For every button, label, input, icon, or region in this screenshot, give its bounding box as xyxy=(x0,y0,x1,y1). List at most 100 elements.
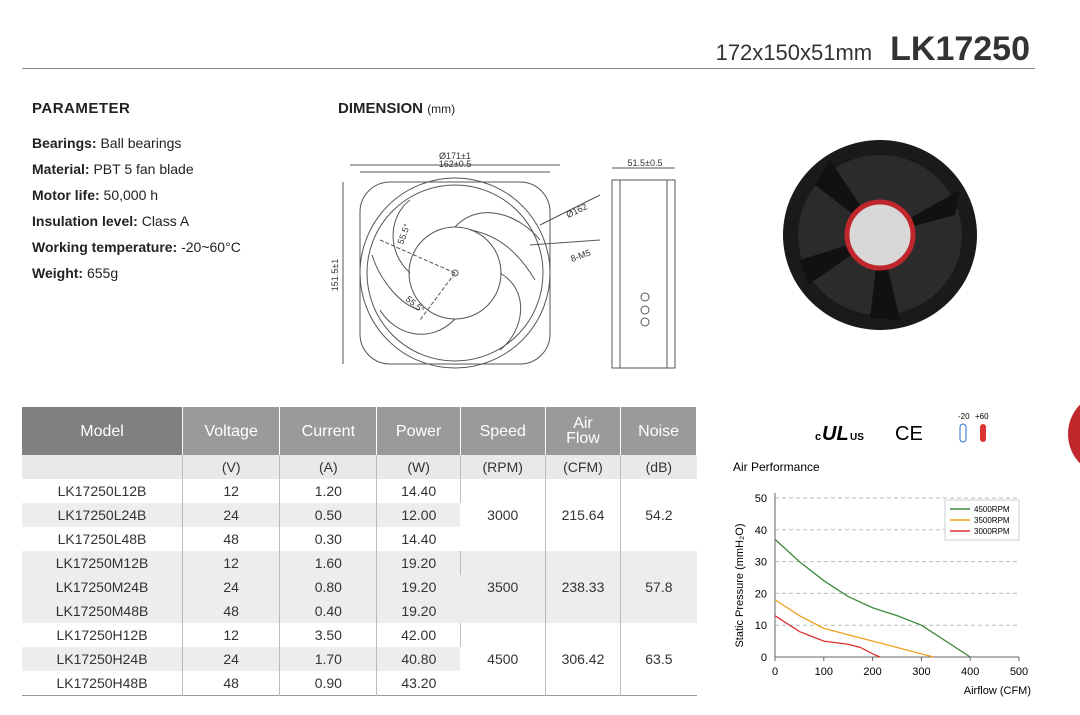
column-header: Air Flow xyxy=(545,407,622,455)
table-cell: 0.40 xyxy=(279,599,378,623)
front-view xyxy=(342,164,601,369)
header: 172x150x51mm LK17250 xyxy=(716,30,1030,69)
dimension-labels: Ø171±1 162±0.5 151.5±1 55.5° 55.5° Ø162 … xyxy=(330,151,662,315)
table-cell: 14.40 xyxy=(376,479,461,503)
table-cell: 0.80 xyxy=(279,575,378,599)
table-cell: 42.00 xyxy=(376,623,461,647)
parameter-value: Class A xyxy=(141,213,190,229)
series-line xyxy=(774,615,881,658)
data-row: LK17250M12B 12 1.60 19.20 3500 238.33 57.8 xyxy=(22,551,697,623)
group-cell: 63.5 xyxy=(645,651,673,667)
dim-label: 55.5° xyxy=(395,222,412,246)
x-tick-label: 200 xyxy=(863,666,881,678)
cert-temp-low: -20 xyxy=(958,412,970,421)
legend-label: 3500RPM xyxy=(974,516,1010,525)
table-cell: 1.20 xyxy=(279,479,378,503)
dim-label: 51.5±0.5 xyxy=(628,158,663,168)
column-header: Noise xyxy=(620,407,697,455)
cert-us: US xyxy=(850,432,864,443)
y-tick-label: 10 xyxy=(755,620,767,632)
data-row: LK17250H12B 12 3.50 42.00 4500 306.42 63.5 xyxy=(22,623,697,696)
parameter-value: -20~60°C xyxy=(181,239,241,255)
table-cell: 19.20 xyxy=(376,575,461,599)
table-cell: 43.20 xyxy=(401,675,437,691)
parameter-title: PARAMETER xyxy=(32,100,131,117)
header-row: Model Voltage Current Power Speed Air Flow Noi… xyxy=(22,407,697,455)
data-row: LK17250M48B 48 0.40 19.20 xyxy=(22,599,697,623)
column-header: Speed xyxy=(460,407,546,455)
group-cell: 238.33 xyxy=(545,551,622,623)
dim-label: 162±0.5 xyxy=(439,159,471,169)
parameter-item: Insulation level: Class A xyxy=(32,208,241,234)
parameter-list: Bearings: Ball bearings Material: PBT 5 f… xyxy=(32,130,241,286)
unit-cell: (CFM) xyxy=(545,455,622,479)
table-cell: LK17250M24B xyxy=(22,575,184,599)
table-cell: 19.20 xyxy=(376,551,461,575)
table-cell: 12.00 xyxy=(376,503,461,527)
side-view xyxy=(611,167,676,369)
dim-label: Ø162 xyxy=(565,201,589,219)
data-row: LK17250L12B 12 1.20 14.40 3000 215.64 54.2 xyxy=(22,479,697,551)
size: 172x150x51mm xyxy=(715,40,873,65)
table-cell: LK17250L24B xyxy=(22,503,184,527)
table-cell: 24 xyxy=(182,575,281,599)
table-cell: LK17250H48B xyxy=(22,671,184,696)
group-cell: 215.64 xyxy=(545,479,622,551)
dimension-unit: (mm) xyxy=(427,102,456,116)
dim-label: 8-M5 xyxy=(569,247,592,263)
parameter-item: Motor life: 50,000 h xyxy=(32,182,241,208)
x-tick-label: 400 xyxy=(961,666,979,678)
x-tick-label: 300 xyxy=(912,666,930,678)
column-header: Current xyxy=(279,407,378,455)
chart-title: Air Performance xyxy=(733,460,820,474)
table-cell: 1.60 xyxy=(279,551,378,575)
cert-ul: UL xyxy=(822,423,849,445)
cert-c: c xyxy=(815,431,821,443)
unit-row: (V) (A) (W) (RPM) (CFM) (dB) xyxy=(22,455,697,479)
y-tick-label: 30 xyxy=(755,557,767,569)
table-cell: 24 xyxy=(182,647,281,671)
unit-cell xyxy=(22,455,184,479)
parameter-label: Working temperature: xyxy=(32,239,178,255)
parameter-item: Material: PBT 5 fan blade xyxy=(32,156,241,182)
group-cell: 57.8 xyxy=(620,551,697,623)
table-cell: 48 xyxy=(182,671,281,696)
data-row: LK17250H48B 48 0.90 43.20 xyxy=(22,671,697,696)
table-cell: 3.50 xyxy=(279,623,378,647)
parameter-label: Insulation level: xyxy=(32,213,138,229)
table-cell: 0.90 xyxy=(279,671,378,696)
certifications: c UL US CE -20 +60 xyxy=(815,412,989,445)
column-header: Model xyxy=(22,407,184,455)
parameter-label: Motor life: xyxy=(32,187,100,203)
table-cell: LK17250L48B xyxy=(22,527,184,551)
legend-label: 4500RPM xyxy=(974,505,1010,514)
parameter-value: 655g xyxy=(86,265,119,281)
unit-cell: (W) xyxy=(376,455,461,479)
group-cell: 4500 xyxy=(460,623,546,696)
series-line xyxy=(774,599,934,658)
unit-cell: (dB) xyxy=(620,455,697,479)
parameter-value: 50,000 h xyxy=(103,187,159,203)
data-row: LK17250L24B 24 0.50 12.00 xyxy=(22,503,697,527)
y-tick-label: 50 xyxy=(755,493,767,505)
table-cell: 48 xyxy=(182,599,281,623)
unit-cell: (A) xyxy=(279,455,378,479)
table-cell: 19.20 xyxy=(376,599,461,623)
table-cell: LK17250H24B xyxy=(22,647,184,671)
table-cell: 12 xyxy=(182,551,281,575)
series-line xyxy=(774,538,971,658)
table-cell: 0.50 xyxy=(279,503,378,527)
table-cell: 1.70 xyxy=(279,647,378,671)
table-cell: 24 xyxy=(182,503,281,527)
table-cell: 48 xyxy=(182,527,281,551)
table-cell: LK17250L12B xyxy=(22,479,184,503)
data-row: LK17250M24B 24 0.80 19.20 xyxy=(22,575,697,599)
column-header: Voltage xyxy=(182,407,281,455)
table-cell: 40.80 xyxy=(376,647,461,671)
unit-cell: (RPM) xyxy=(460,455,546,479)
parameter-value: Ball bearings xyxy=(100,135,182,151)
table-cell: LK17250H12B xyxy=(22,623,184,647)
spec-table: Model Voltage Current Power Speed Air Flow Noi… xyxy=(22,407,697,696)
x-tick-label: 100 xyxy=(815,666,833,678)
